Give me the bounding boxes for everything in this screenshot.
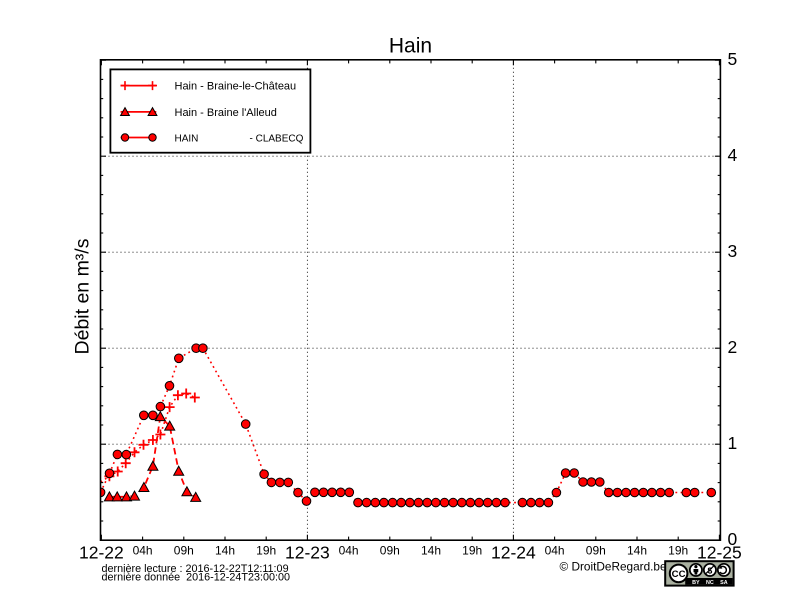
svg-text:14h: 14h [627, 544, 647, 558]
svg-text:3: 3 [728, 241, 738, 261]
svg-text:12-23: 12-23 [285, 543, 330, 563]
svg-text:Hain - Braine-le-Château: Hain - Braine-le-Château [175, 81, 297, 93]
svg-text:Hain - Braine l'Alleud: Hain - Braine l'Alleud [175, 107, 277, 119]
svg-text:19h: 19h [256, 544, 276, 558]
svg-text:2: 2 [728, 337, 738, 357]
svg-text:Hain: Hain [389, 35, 432, 58]
svg-text:09h: 09h [586, 544, 606, 558]
svg-text:14h: 14h [421, 544, 441, 558]
svg-text:CC: CC [672, 569, 686, 580]
svg-text:HAIN: HAIN [175, 134, 199, 145]
svg-text:dernière lecture : 2016-12-22T: dernière lecture : 2016-12-22T12:11:09 [102, 563, 289, 575]
svg-text:04h: 04h [545, 544, 565, 558]
svg-text:SA: SA [720, 580, 728, 586]
svg-text:- CLABECQ: - CLABECQ [250, 134, 304, 145]
svg-text:dernière donnée 2016-12-24T23: dernière donnée 2016-12-24T23:00:00 [102, 572, 291, 584]
svg-text:04h: 04h [339, 544, 359, 558]
svg-text:Débit en m³/s: Débit en m³/s [72, 238, 94, 354]
svg-text:NC: NC [706, 580, 714, 586]
svg-text:14h: 14h [215, 544, 235, 558]
svg-text:5: 5 [728, 49, 738, 69]
svg-text:4: 4 [728, 145, 738, 165]
svg-text:12-24: 12-24 [491, 543, 536, 563]
svg-text:0: 0 [728, 529, 738, 549]
svg-text:09h: 09h [174, 544, 194, 558]
svg-text:12-22: 12-22 [79, 543, 124, 563]
svg-text:12-25: 12-25 [697, 543, 742, 563]
svg-text:BY: BY [692, 580, 700, 586]
svg-text:© DroitDeRegard.be: © DroitDeRegard.be [560, 560, 667, 574]
svg-text:19h: 19h [668, 544, 688, 558]
svg-text:1: 1 [728, 433, 738, 453]
svg-text:04h: 04h [133, 544, 153, 558]
svg-text:19h: 19h [462, 544, 482, 558]
svg-text:09h: 09h [380, 544, 400, 558]
